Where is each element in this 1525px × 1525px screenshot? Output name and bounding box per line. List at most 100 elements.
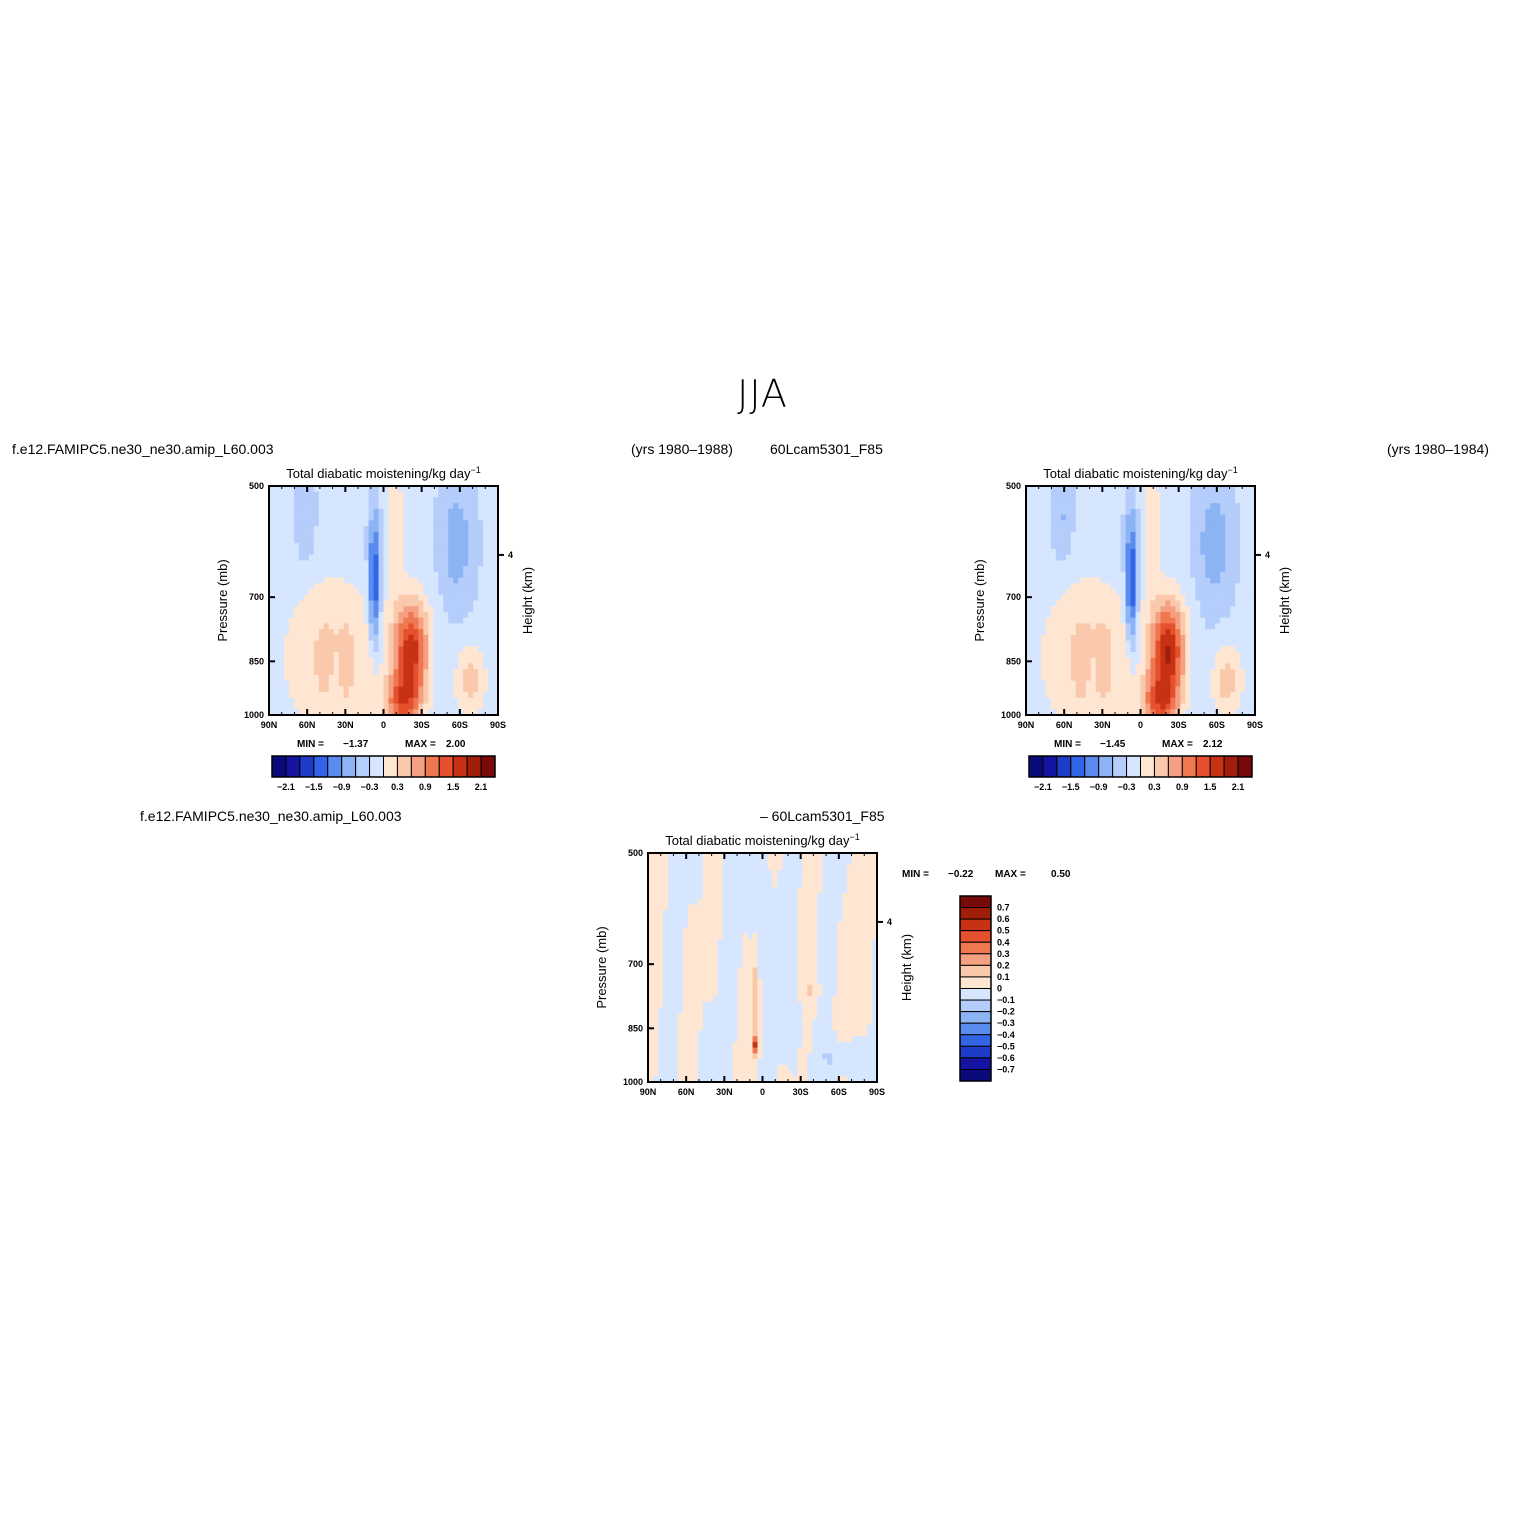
- field-cell: [308, 703, 315, 710]
- field-cell: [1060, 537, 1067, 544]
- y-tick-label: 850: [1006, 656, 1021, 666]
- field-cell: [403, 526, 409, 533]
- field-cell: [1040, 531, 1047, 539]
- field-cell: [1230, 606, 1236, 613]
- field-cell: [283, 703, 290, 710]
- field-cell: [1165, 571, 1171, 579]
- field-cell: [1090, 617, 1097, 624]
- field-cell: [378, 629, 385, 636]
- field-cell: [283, 629, 290, 636]
- field-cell: [1155, 640, 1162, 647]
- field-cell: [1035, 617, 1042, 624]
- colorbar-label: 1.5: [447, 782, 460, 792]
- field-cell: [288, 514, 295, 521]
- field-cell: [398, 537, 405, 544]
- field-cell: [662, 927, 669, 934]
- field-cell: [1150, 697, 1157, 705]
- field-cell: [1225, 537, 1231, 544]
- field-cell: [269, 623, 275, 630]
- field-cell: [483, 554, 489, 562]
- field-cell: [1245, 503, 1251, 510]
- field-cell: [1100, 520, 1107, 527]
- field-cell: [742, 921, 749, 929]
- field-cell: [483, 657, 489, 665]
- field-cell: [1026, 583, 1032, 590]
- field-cell: [1040, 697, 1047, 705]
- field-cell: [1045, 503, 1052, 510]
- field-cell: [1205, 703, 1211, 710]
- field-cell: [493, 537, 499, 544]
- field-cell: [772, 967, 779, 974]
- field-cell: [408, 692, 414, 699]
- field-cell: [832, 893, 838, 900]
- field-cell: [418, 548, 424, 556]
- field-cell: [288, 543, 295, 550]
- field-cell: [408, 629, 414, 636]
- field-cell: [473, 652, 479, 659]
- field-cell: [493, 669, 499, 676]
- field-cell: [373, 583, 380, 590]
- field-cell: [677, 875, 684, 883]
- field-cell: [807, 904, 813, 911]
- field-cell: [1080, 571, 1087, 579]
- field-cell: [353, 680, 360, 687]
- field-cell: [1245, 652, 1251, 659]
- field-cell: [1095, 577, 1102, 584]
- colorbar-swatch: [452, 755, 468, 778]
- field-cell: [742, 933, 749, 940]
- field-cell: [1070, 566, 1077, 573]
- field-cell: [822, 927, 828, 934]
- field-cell: [697, 961, 704, 969]
- field-cell: [1135, 611, 1142, 619]
- field-cell: [1230, 697, 1236, 705]
- field-cell: [747, 915, 754, 923]
- field-cell: [797, 893, 803, 900]
- colorbar-label: −0.9: [333, 782, 351, 792]
- field-cell: [373, 531, 380, 539]
- field-cell: [478, 617, 484, 624]
- field-cell: [383, 629, 390, 636]
- field-cell: [488, 537, 494, 544]
- field-cell: [657, 944, 664, 951]
- field-cell: [657, 933, 664, 940]
- field-cell: [782, 881, 788, 888]
- field-cell: [1055, 566, 1062, 573]
- field-cell: [478, 548, 484, 556]
- field-cell: [1155, 508, 1162, 516]
- field-cell: [1075, 514, 1082, 521]
- field-cell: [1150, 577, 1157, 584]
- field-cell: [318, 497, 325, 504]
- field-cell: [448, 571, 454, 579]
- field-cell: [1130, 674, 1137, 682]
- field-cell: [1145, 680, 1152, 687]
- field-cell: [832, 961, 838, 969]
- field-cell: [1155, 646, 1162, 653]
- field-cell: [1170, 652, 1176, 659]
- field-cell: [1170, 600, 1176, 607]
- field-cell: [403, 554, 409, 562]
- field-cell: [652, 938, 659, 946]
- field-cell: [1230, 548, 1236, 556]
- field-cell: [1085, 680, 1092, 687]
- field-cell: [707, 858, 714, 866]
- field-cell: [1100, 657, 1107, 665]
- field-cell: [343, 537, 350, 544]
- field-cell: [1075, 697, 1082, 705]
- field-cell: [837, 898, 843, 906]
- field-cell: [1205, 674, 1211, 682]
- field-cell: [1055, 503, 1062, 510]
- field-cell: [737, 978, 744, 986]
- field-cell: [303, 680, 310, 687]
- field-cell: [438, 640, 444, 647]
- field-cell: [413, 486, 419, 493]
- field-cell: [1160, 594, 1166, 602]
- field-cell: [1145, 589, 1152, 596]
- field-cell: [1115, 686, 1122, 693]
- field-cell: [872, 864, 878, 871]
- field-cell: [343, 543, 350, 550]
- field-cell: [1145, 548, 1152, 556]
- field-cell: [1110, 594, 1117, 602]
- field-cell: [1145, 686, 1152, 693]
